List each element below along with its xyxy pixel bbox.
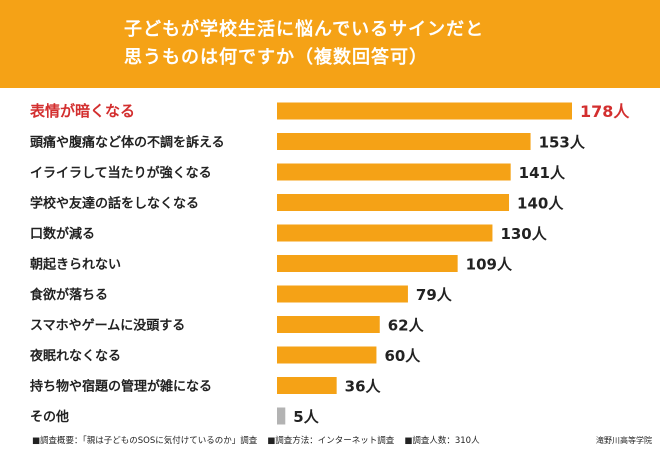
value-label: 5人 (293, 408, 319, 426)
category-label: その他 (30, 409, 69, 425)
value-label: 60人 (384, 347, 421, 365)
chart-title-line-1: 子どもが学校生活に悩んでいるサインだと (124, 19, 485, 40)
category-label: 食欲が落ちる (30, 287, 108, 303)
category-label: 頭痛や腹痛など体の不調を訴える (30, 135, 225, 151)
bar (277, 194, 510, 211)
value-label: 153人 (539, 134, 586, 152)
survey-footer: ■調査概要：「親は子どものSOSに気付けているのか」調査 ■調査方法：インターネ… (32, 434, 652, 447)
value-label: 178人 (580, 102, 630, 121)
value-label: 140人 (517, 195, 564, 213)
value-label: 79人 (416, 286, 453, 304)
bar (277, 377, 337, 394)
chart-title-line-2: 思うものは何ですか（複数回答可） (124, 47, 428, 68)
bar (277, 407, 286, 425)
category-label: 朝起きられない (30, 257, 121, 273)
chart-title-banner: 子どもが学校生活に悩んでいるサインだと 思うものは何ですか（複数回答可） (0, 0, 660, 88)
category-label: 口数が減る (30, 226, 95, 242)
category-label: イライラして当たりが強くなる (30, 165, 212, 181)
institution-name: 滝野川高等学院 (596, 435, 652, 445)
category-label: 夜眠れなくなる (29, 348, 121, 364)
bar (277, 102, 572, 120)
category-label: スマホやゲームに没頭する (30, 318, 185, 334)
bar (277, 346, 377, 364)
survey-overview-note: ■調査概要：「親は子どものSOSに気付けているのか」調査 (32, 436, 258, 446)
bar (277, 133, 531, 150)
bar (277, 316, 380, 333)
survey-count-note: ■調査人数：310人 (404, 436, 480, 446)
category-label: 学校や友達の話をしなくなる (30, 196, 199, 212)
value-label: 130人 (500, 225, 547, 243)
bar (277, 163, 511, 181)
value-label: 109人 (466, 256, 513, 274)
bar (277, 285, 408, 303)
value-label: 141人 (519, 164, 566, 182)
category-label: 表情が暗くなる (30, 102, 135, 120)
survey-method-note: ■調査方法：インターネット調査 (267, 436, 395, 446)
category-label: 持ち物や宿題の管理が雑になる (30, 379, 212, 395)
bar (277, 255, 458, 272)
value-label: 36人 (345, 378, 382, 396)
bar (277, 224, 493, 242)
value-label: 62人 (388, 317, 425, 335)
